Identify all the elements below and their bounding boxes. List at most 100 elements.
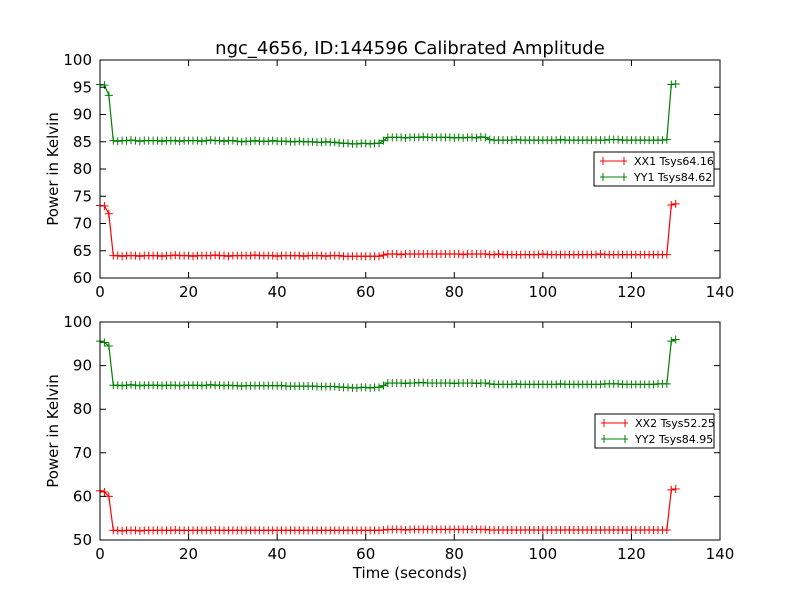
- bottom-panel: 0 20 40 60 80 100 120 140 50 60 70 80 90 100 Power in …: [44, 313, 734, 563]
- data-point-marker: [667, 80, 676, 89]
- data-point-marker: [158, 137, 166, 146]
- data-point-marker: [592, 250, 600, 259]
- data-point-marker: [538, 250, 547, 259]
- data-point-marker: [171, 136, 180, 145]
- y-tick-label: 50: [73, 531, 92, 549]
- data-point-marker: [667, 200, 676, 209]
- data-point-marker: [414, 133, 423, 142]
- data-point-marker: [189, 252, 197, 261]
- data-point-marker: [450, 133, 459, 142]
- legend-label: YY1 Tsys84.62: [633, 171, 712, 184]
- x-tick-label: 100: [529, 545, 558, 563]
- data-point-marker: [352, 139, 361, 148]
- data-point-marker: [552, 136, 561, 145]
- y-tick-label: 70: [73, 215, 92, 233]
- data-point-marker: [228, 136, 237, 145]
- data-point-marker: [397, 250, 406, 259]
- x-tick-label: 20: [179, 545, 198, 563]
- y-tick-label: 90: [73, 357, 92, 375]
- y-tick-label: 70: [73, 444, 92, 462]
- data-point-marker: [600, 136, 609, 145]
- data-point-marker: [104, 209, 113, 218]
- data-point-marker: [290, 137, 299, 146]
- data-point-marker: [282, 137, 290, 146]
- data-point-marker: [197, 137, 206, 146]
- legend-marker: [600, 173, 627, 181]
- plot-frame: [99, 321, 721, 541]
- data-point-marker: [397, 133, 406, 142]
- data-point-marker: [153, 251, 162, 260]
- data-point-marker: [237, 137, 246, 146]
- x-tick-label: 140: [706, 283, 735, 301]
- y-tick-label: 100: [63, 51, 92, 69]
- data-point-marker: [193, 136, 202, 145]
- data-point-marker: [667, 337, 676, 346]
- data-point-marker: [379, 251, 388, 260]
- legend-box: [593, 151, 715, 187]
- data-point-marker: [295, 251, 304, 260]
- data-point-marker: [317, 138, 326, 147]
- data-point-marker: [662, 379, 671, 388]
- y-tick-label: 90: [73, 106, 92, 124]
- y-tick-label: 80: [73, 400, 92, 418]
- x-tick-label: 60: [356, 283, 375, 301]
- data-point-marker: [419, 132, 428, 141]
- legend-marker: [601, 435, 628, 443]
- data-point-marker: [662, 525, 671, 534]
- x-tick-label: 80: [445, 283, 464, 301]
- data-point-marker: [268, 136, 277, 145]
- data-point-marker: [122, 136, 131, 145]
- x-tick-label: 140: [706, 545, 735, 563]
- data-point-marker: [481, 379, 490, 388]
- x-axis-label: Time (seconds): [352, 564, 468, 582]
- data-point-marker: [490, 250, 499, 259]
- x-tick-label: 20: [179, 283, 198, 301]
- data-point-marker: [317, 251, 326, 260]
- data-point-marker: [104, 341, 113, 350]
- data-point-marker: [534, 250, 543, 259]
- data-point-marker: [454, 133, 463, 142]
- data-point-marker: [330, 138, 339, 147]
- data-point-marker: [667, 485, 676, 494]
- data-point-marker: [273, 252, 282, 261]
- data-point-marker: [671, 199, 680, 208]
- data-point-marker: [614, 135, 623, 144]
- data-point-marker: [671, 79, 680, 88]
- data-point-marker: [251, 136, 259, 145]
- data-point-marker: [246, 137, 255, 146]
- data-point-marker: [100, 81, 109, 90]
- top-panel: 0 20 40 60 80 100 120 140 60 65 70 75 80 85 90 95 100 Pow…: [44, 51, 734, 301]
- data-point-marker: [299, 252, 308, 261]
- series-line-xx2: [99, 488, 676, 532]
- x-tick-label: 0: [95, 545, 105, 563]
- data-point-marker: [131, 136, 140, 145]
- data-point-marker: [379, 381, 388, 390]
- legend-label: XX2 Tsys52.25: [635, 417, 715, 430]
- data-point-marker: [662, 250, 671, 259]
- data-point-marker: [366, 139, 375, 148]
- x-tick-label: 120: [617, 283, 646, 301]
- data-point-marker: [454, 250, 463, 259]
- data-point-marker: [658, 136, 667, 145]
- data-point-marker: [202, 136, 211, 145]
- data-point-marker: [459, 133, 468, 142]
- data-point-marker: [206, 136, 215, 145]
- y-axis-label: Power in Kelvin: [44, 112, 62, 226]
- data-point-marker: [361, 139, 370, 148]
- data-point-marker: [379, 136, 388, 145]
- data-point-marker: [321, 137, 330, 146]
- data-point-marker: [481, 250, 490, 259]
- data-point-marker: [113, 251, 122, 260]
- data-point-marker: [485, 135, 494, 144]
- data-point-marker: [131, 251, 140, 260]
- data-point-marker: [344, 139, 352, 148]
- data-point-marker: [468, 133, 476, 142]
- data-point-marker: [556, 135, 565, 144]
- data-point-marker: [494, 250, 503, 259]
- y-tick-label: 85: [73, 133, 92, 151]
- data-point-marker: [127, 136, 135, 145]
- data-point-marker: [166, 251, 175, 260]
- data-point-marker: [481, 133, 490, 142]
- data-point-marker: [215, 136, 224, 145]
- x-tick-label: 0: [95, 283, 105, 301]
